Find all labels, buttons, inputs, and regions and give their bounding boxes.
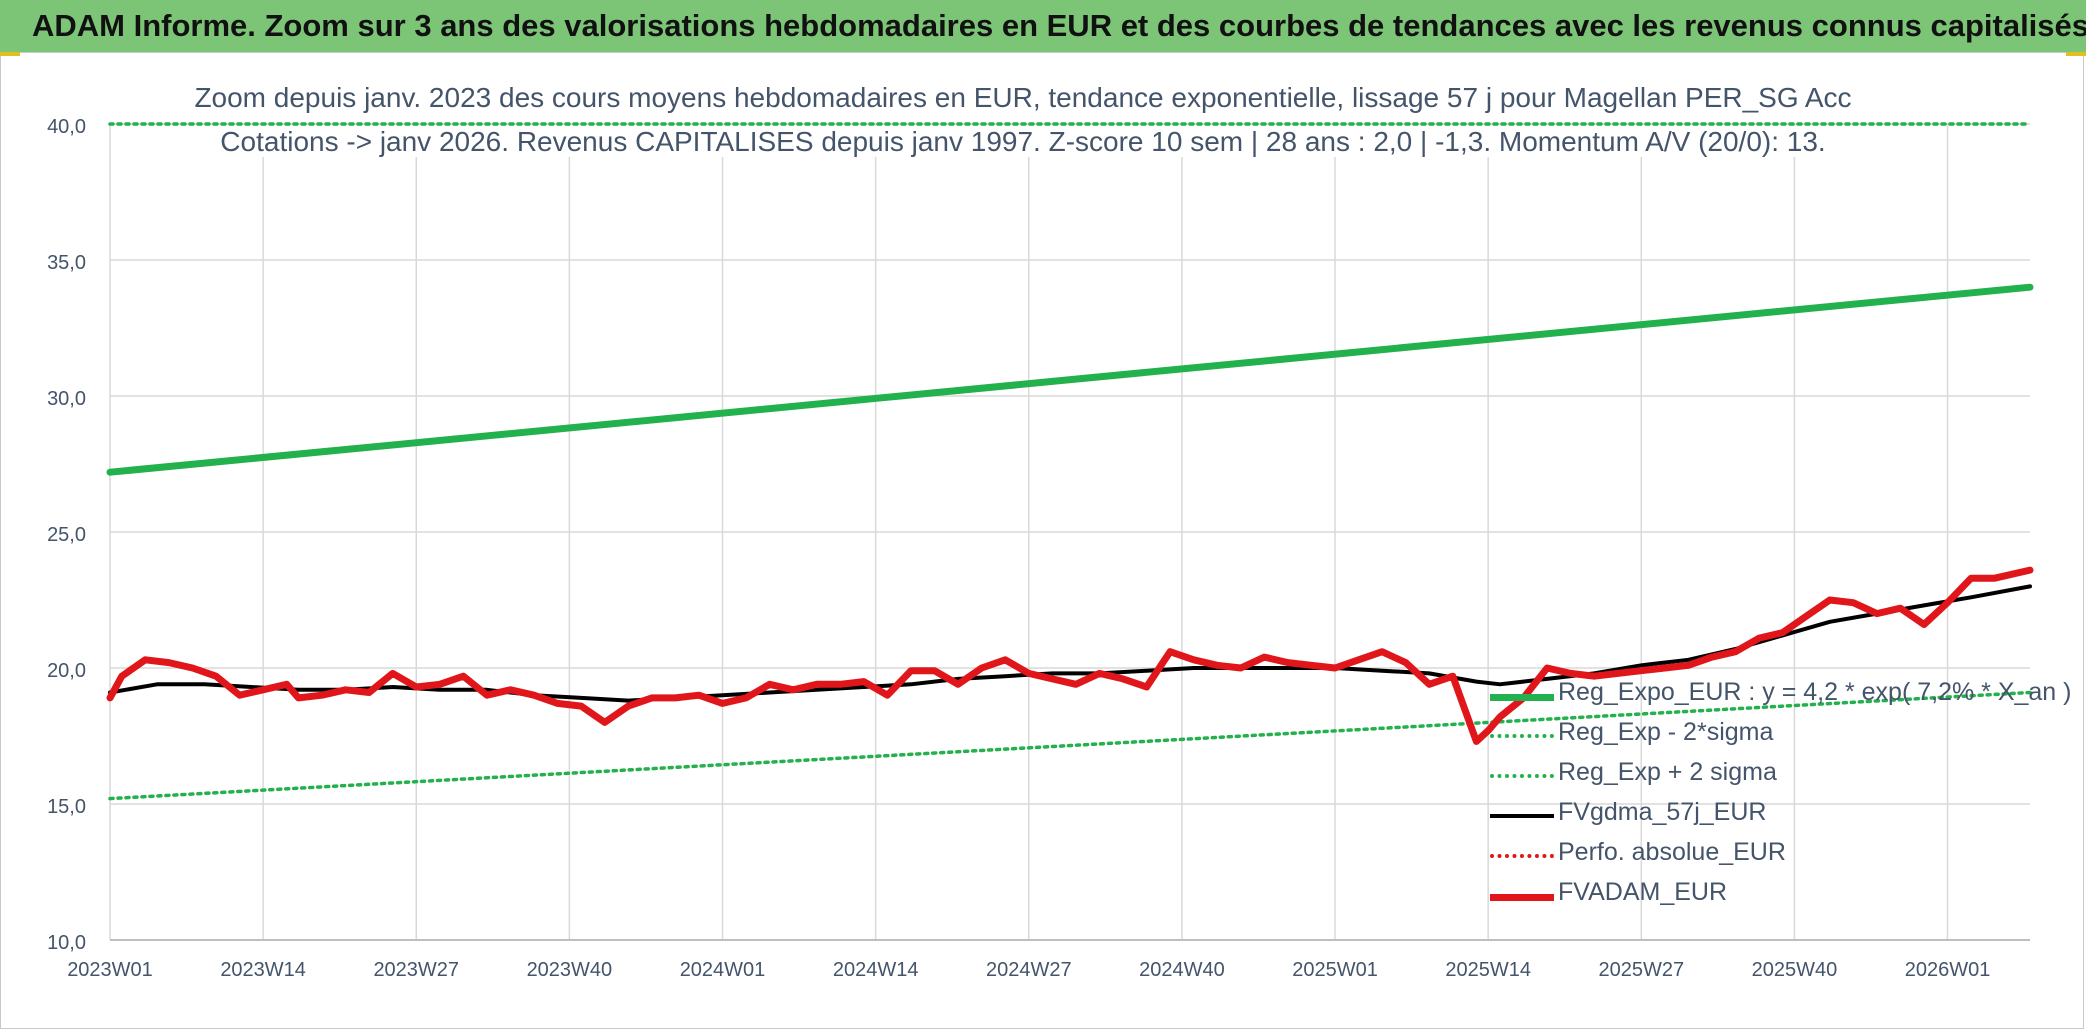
x-tick-label: 2025W01 [1292,959,1378,981]
grid-lines [109,123,2030,941]
chart-legend: Reg_Expo_EUR : y = 4,2 * exp( 7,2% * X_a… [1490,675,2071,915]
y-tick-label: 35,0 [47,252,86,274]
x-tick-label: 2025W27 [1598,959,1684,981]
corner-marker [2066,52,2086,56]
x-tick-label: 2025W14 [1445,959,1531,981]
x-tick-label: 2023W40 [527,959,613,981]
series-lines [106,122,2034,801]
x-tick-label: 2024W14 [833,959,919,981]
legend-label: FVADAM_EUR [1558,878,1728,906]
legend-swatch [1490,894,1554,901]
series-line-0 [106,283,2034,476]
y-tick-label: 30,0 [47,388,86,410]
y-tick-label: 20,0 [47,660,86,682]
legend-label: Reg_Exp + 2 sigma [1558,758,1777,786]
legend-swatch [1490,814,1554,818]
y-tick-label: 40,0 [47,116,86,138]
legend-item: FVgdma_57j_EUR [1490,795,2050,835]
legend-item: Perfo. absolue_EUR [1490,835,2050,875]
legend-label: Reg_Exp - 2*sigma [1558,718,1774,746]
chart-subtitle-text: Cotations -> janv 2026. Revenus CAPITALI… [214,126,1832,157]
x-tick-label: 2024W40 [1139,959,1225,981]
chart-title: Zoom depuis janv. 2023 des cours moyens … [0,82,2066,114]
y-tick-label: 10,0 [47,932,86,954]
x-tick-label: 2023W27 [373,959,459,981]
chart-title-text: Zoom depuis janv. 2023 des cours moyens … [188,82,1858,113]
axis-labels: 10,0 15,0 20,0 25,0 30,0 35,0 40,0 2023W01 2023W… [47,116,1990,981]
legend-item: Reg_Expo_EUR : y = 4,2 * exp( 7,2% * X_a… [1490,675,2071,715]
x-tick-label: 2024W27 [986,959,1072,981]
series-line-5 [106,566,2034,745]
chart-frame [0,52,2084,1029]
series-line-3 [108,584,2032,703]
legend-swatch [1490,694,1554,701]
y-tick-label: 25,0 [47,524,86,546]
title-banner [0,0,2086,56]
corner-marker [0,52,20,56]
legend-item: Reg_Exp - 2*sigma [1490,715,2050,755]
legend-swatch [1490,734,1554,738]
x-tick-label: 2026W01 [1905,959,1991,981]
chart-subtitle: Cotations -> janv 2026. Revenus CAPITALI… [0,126,2066,158]
x-tick-label: 2023W01 [67,959,153,981]
legend-swatch [1490,854,1554,858]
legend-item: FVADAM_EUR [1490,875,2050,915]
x-tick-label: 2023W14 [220,959,306,981]
x-tick-label: 2025W40 [1752,959,1838,981]
x-tick-label: 2024W01 [680,959,766,981]
legend-label: Perfo. absolue_EUR [1558,838,1786,866]
y-tick-label: 15,0 [47,796,86,818]
legend-item: Reg_Exp + 2 sigma [1490,755,2050,795]
legend-swatch [1490,774,1554,778]
series-line-1 [108,690,2032,801]
legend-label: FVgdma_57j_EUR [1558,798,1767,826]
legend-label: Reg_Expo_EUR : y = 4,2 * exp( 7,2% * X_a… [1558,678,2072,706]
page-title: ADAM Informe. Zoom sur 3 ans des valoris… [32,8,2086,43]
